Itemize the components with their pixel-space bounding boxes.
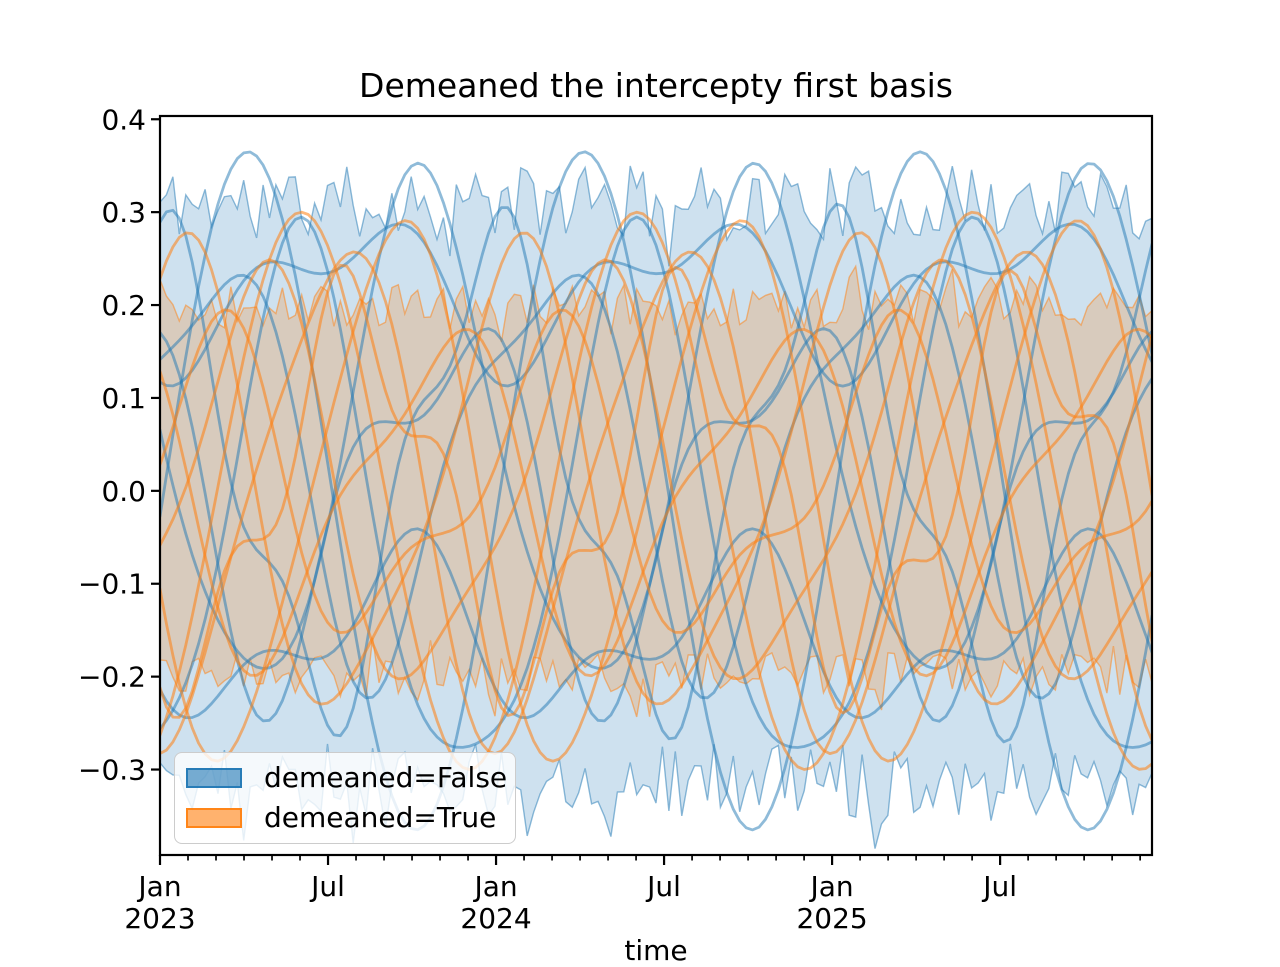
lines-demeaned-false bbox=[160, 150, 1152, 832]
series-line bbox=[160, 250, 1152, 755]
series-line bbox=[160, 215, 1152, 749]
series-line bbox=[160, 308, 1152, 634]
series-line bbox=[160, 327, 1152, 678]
legend-label-demeaned-true: demeaned=True bbox=[264, 801, 497, 834]
y-axis: 0.4 0.3 0.2 0.1 0.0 −0.1 −0.2 −0.3 bbox=[78, 103, 160, 787]
plot-area bbox=[160, 150, 1152, 849]
chart-title: Demeaned the intercepty first basis bbox=[359, 66, 953, 105]
y-tick-label: 0.0 bbox=[101, 475, 146, 508]
axes-spines bbox=[158, 114, 1154, 857]
legend-swatch-demeaned-false bbox=[186, 768, 242, 788]
x-tick-label: Jul bbox=[309, 870, 345, 903]
y-tick-label: 0.2 bbox=[101, 289, 146, 322]
legend-item-demeaned-false: demeaned=False bbox=[186, 761, 508, 794]
series-line bbox=[160, 327, 1152, 723]
x-tick-label-year: 2023 bbox=[124, 902, 195, 935]
y-tick-label: 0.4 bbox=[101, 103, 146, 136]
series-line bbox=[160, 527, 1152, 720]
series-line bbox=[160, 258, 1152, 681]
series-line bbox=[160, 273, 1152, 700]
series-line bbox=[160, 202, 1152, 744]
series-line bbox=[160, 210, 1152, 771]
y-tick-label: 0.1 bbox=[101, 382, 146, 415]
x-tick-label: Jul bbox=[645, 870, 681, 903]
legend-swatch-demeaned-true bbox=[186, 808, 242, 828]
x-axis-label: time bbox=[624, 934, 688, 967]
legend: demeaned=False demeaned=True bbox=[174, 752, 516, 844]
series-line bbox=[160, 231, 1152, 706]
legend-label-demeaned-false: demeaned=False bbox=[264, 761, 508, 794]
y-tick-label: 0.3 bbox=[101, 196, 146, 229]
x-tick-label-year: 2025 bbox=[796, 902, 867, 935]
x-tick-label: Jan bbox=[472, 870, 517, 903]
x-tick-label: Jul bbox=[981, 870, 1017, 903]
x-tick-label: Jan bbox=[136, 870, 181, 903]
y-tick-label: −0.1 bbox=[78, 568, 146, 601]
y-tick-label: −0.2 bbox=[78, 661, 146, 694]
series-line bbox=[160, 263, 1152, 719]
x-tick-label: Jan bbox=[809, 870, 854, 903]
legend-item-demeaned-true: demeaned=True bbox=[186, 804, 504, 832]
series-line bbox=[160, 222, 1152, 388]
lines-demeaned-true bbox=[160, 210, 1152, 771]
y-tick-label: −0.3 bbox=[78, 754, 146, 787]
x-tick-label-year: 2024 bbox=[460, 902, 531, 935]
